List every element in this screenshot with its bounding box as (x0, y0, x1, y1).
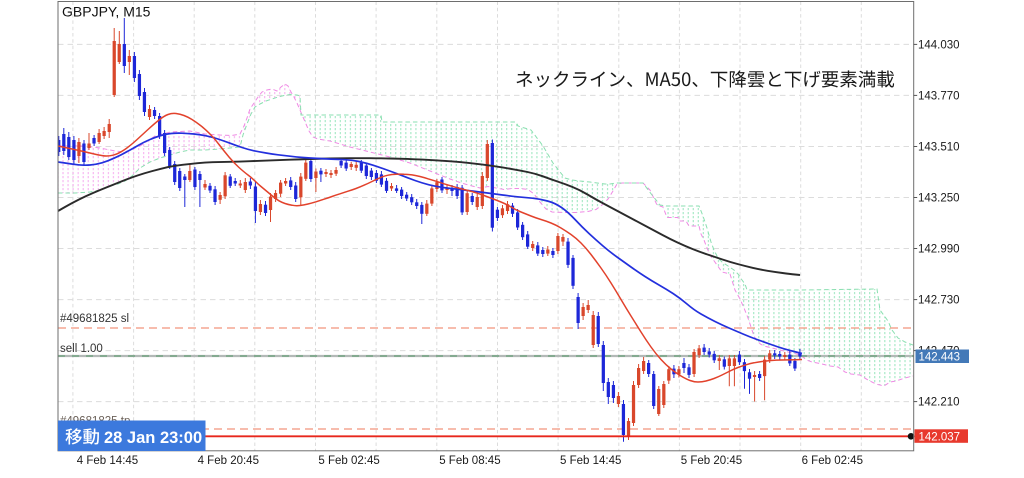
svg-text:142.990: 142.990 (918, 244, 960, 256)
svg-text:142.443: 142.443 (919, 352, 961, 364)
svg-text:4 Feb 14:45: 4 Feb 14:45 (77, 455, 138, 467)
svg-text:142.037: 142.037 (919, 431, 961, 443)
svg-text:#49681825 sl: #49681825 sl (60, 313, 129, 325)
svg-text:143.250: 143.250 (918, 193, 960, 205)
svg-text:5 Feb 14:45: 5 Feb 14:45 (560, 455, 621, 467)
svg-text:142.730: 142.730 (918, 295, 960, 307)
svg-text:144.030: 144.030 (918, 39, 960, 51)
svg-text:GBPJPY, M15: GBPJPY, M15 (62, 4, 151, 20)
svg-text:5 Feb 02:45: 5 Feb 02:45 (318, 455, 379, 467)
svg-text:6 Feb 02:45: 6 Feb 02:45 (802, 455, 863, 467)
svg-text:142.210: 142.210 (918, 397, 960, 409)
svg-text:143.510: 143.510 (918, 142, 960, 154)
svg-text:5 Feb 20:45: 5 Feb 20:45 (681, 455, 742, 467)
svg-text:143.770: 143.770 (918, 90, 960, 102)
svg-text:28 Jan 23:00: 28 Jan 23:00 (104, 429, 202, 447)
svg-text:sell 1.00: sell 1.00 (60, 343, 103, 355)
svg-text:4 Feb 20:45: 4 Feb 20:45 (198, 455, 259, 467)
svg-text:5 Feb 08:45: 5 Feb 08:45 (439, 455, 500, 467)
